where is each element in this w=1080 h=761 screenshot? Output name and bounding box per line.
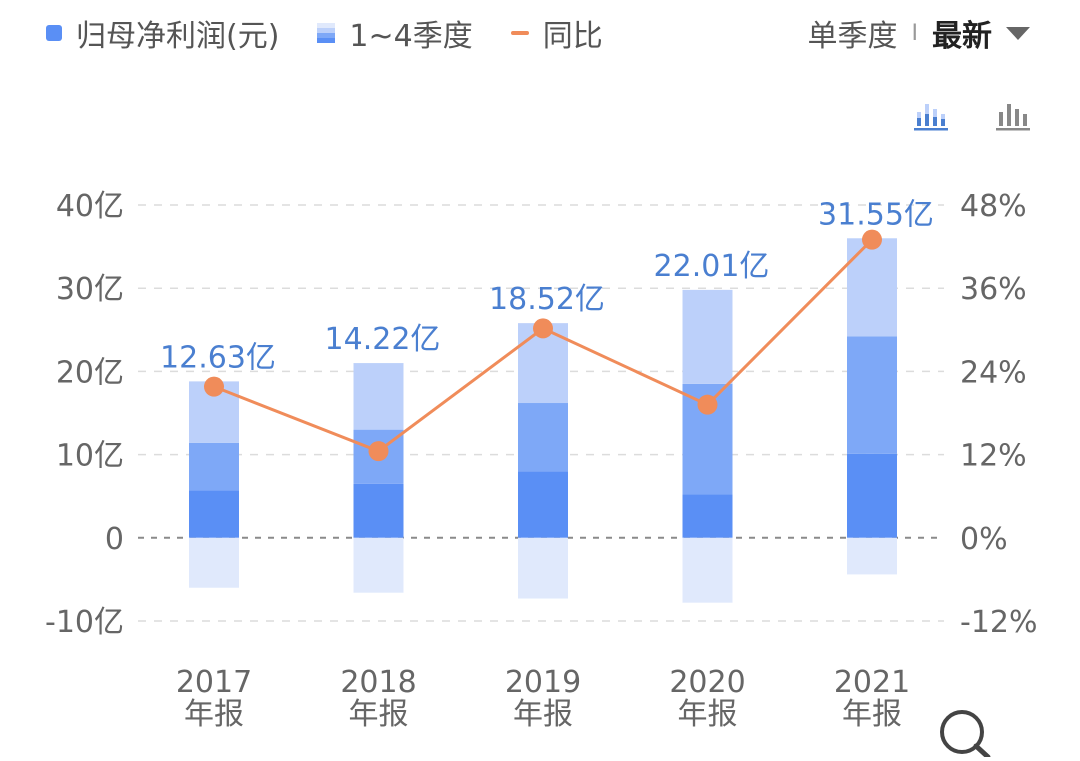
bar-segment [189,537,239,588]
x-tick-label-year: 2017 [176,665,252,700]
legend-label-profit: 归母净利润(元) [76,19,280,54]
x-tick-label-type: 年报 [842,697,902,732]
bar-value-label: 31.55亿 [818,197,934,232]
bar-segment [682,289,733,384]
bar-segment [518,403,568,472]
x-tick-label-type: 年报 [184,697,244,732]
bar-segment [189,442,239,491]
left-axis-tick-label: -10亿 [45,605,124,640]
bar-segment [682,494,733,538]
bar-segment [847,238,897,337]
legend-item-quarters[interactable]: 1~4季度 [317,11,473,55]
chevron-down-icon[interactable] [1006,26,1030,40]
right-axis-tick-label: 0% [960,522,1008,557]
yoy-point [368,441,389,462]
yoy-point [697,394,718,415]
bar-value-label: 12.63亿 [160,340,276,375]
bar-chart-icon[interactable] [994,100,1030,132]
bar-segment [518,537,568,599]
right-axis-tick-label: 36% [960,272,1027,307]
legend-swatch-quarters [317,23,336,43]
left-axis-tick-label: 30亿 [56,272,124,307]
right-axis-tick-label: 48% [960,189,1027,224]
legend-swatch-profit [46,25,62,41]
magnifier-icon[interactable] [936,704,992,760]
bar-value-label: 14.22亿 [325,322,441,357]
right-axis-tick-label: 24% [960,355,1027,390]
single-quarter-toggle[interactable]: 单季度 [807,19,898,54]
yoy-point [862,229,882,250]
right-axis-tick-label: 12% [960,439,1027,474]
period-controls: 单季度 I 最新 [807,8,1030,58]
bar-value-label: 22.01亿 [654,249,770,284]
period-dropdown-label[interactable]: 最新 [932,19,992,54]
controls-separator: I [911,20,919,46]
chart-legend: 归母净利润(元) 1~4季度 同比 [46,8,641,58]
left-axis-tick-label: 40亿 [56,189,124,224]
yoy-point [204,376,224,397]
bar-value-label: 18.52亿 [489,282,605,317]
bar-segment [847,453,897,538]
x-tick-label-type: 年报 [678,697,738,732]
legend-swatch-yoy [510,31,529,35]
x-tick-label-type: 年报 [349,697,409,732]
x-tick-label-year: 2020 [669,665,745,700]
bar-segment [353,483,404,538]
bar-segment [847,537,897,575]
right-axis-tick-label: -12% [960,605,1038,640]
legend-label-quarters: 1~4季度 [349,19,473,54]
x-tick-label-year: 2019 [505,665,581,700]
x-tick-label-type: 年报 [513,697,573,732]
legend-item-yoy[interactable]: 同比 [510,11,603,55]
x-tick-label-year: 2018 [340,665,416,700]
yoy-point [533,318,553,339]
legend-label-yoy: 同比 [542,19,603,54]
bar-segment [353,537,404,593]
bar-segment [682,537,733,603]
left-axis-tick-label: 20亿 [56,355,124,390]
left-axis-tick-label: 0 [105,522,124,557]
bar-segment [518,471,568,538]
left-axis-tick-label: 10亿 [56,439,124,474]
stacked-bar-chart-icon[interactable] [912,100,948,132]
bar-segment [847,336,897,454]
x-tick-label-year: 2021 [834,665,910,700]
bar-segment [353,363,404,430]
bar-segment [189,490,239,538]
legend-item-profit[interactable]: 归母净利润(元) [46,11,279,55]
